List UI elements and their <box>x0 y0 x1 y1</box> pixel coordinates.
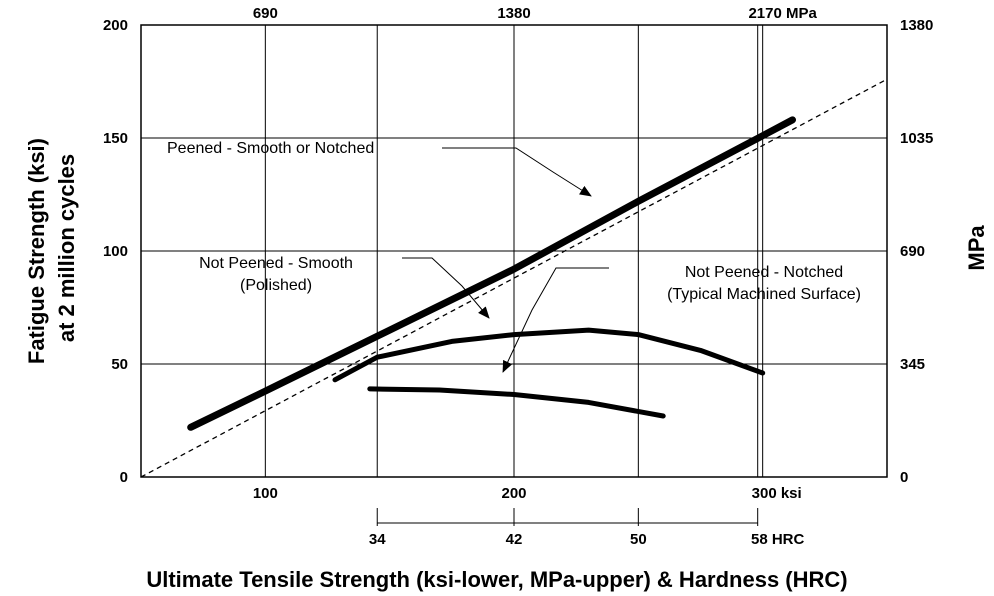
hrc-tick-label: 42 <box>506 531 523 548</box>
tick-labels: 0 50 100 150 200 0 345 690 1035 1380 100 200 300 ksi… <box>103 5 933 502</box>
annotation-text-3: Not Peened - Notched (Typical Machined Su… <box>667 264 861 303</box>
y-tick-label-left: 50 <box>111 356 128 373</box>
y-tick-label-right: 345 <box>900 356 925 373</box>
x-tick-label-bottom: 300 ksi <box>752 485 802 502</box>
annotation-line: Not Peened - Smooth <box>199 255 353 272</box>
series-line-2 <box>332 327 766 383</box>
plot-area-frame <box>140 24 888 478</box>
annotation-leader-1 <box>442 147 592 197</box>
annotation-leader-3 <box>502 267 609 373</box>
annotation-text-1: Peened - Smooth or Notched <box>167 140 374 157</box>
x-tick-label-top: 2170 MPa <box>748 5 817 22</box>
grid-lines <box>141 25 887 477</box>
y-tick-label-left: 200 <box>103 17 128 34</box>
reference-line-dashed <box>140 78 888 478</box>
x-tick-label-bottom: 100 <box>253 485 278 502</box>
y-tick-label-left: 100 <box>103 243 128 260</box>
y-axis-label-line-2: at 2 million cycles <box>54 154 79 342</box>
series-line-3 <box>367 386 666 419</box>
series-line-1 <box>187 116 796 431</box>
hrc-tick-label: 58 HRC <box>751 531 805 548</box>
y-tick-label-left: 150 <box>103 130 128 147</box>
hrc-scale: 34 42 50 58 HRC <box>369 508 805 548</box>
hrc-tick-label: 34 <box>369 531 386 548</box>
annotation-leader-2 <box>402 257 490 319</box>
y-tick-label-right: 690 <box>900 243 925 260</box>
hrc-tick-label: 50 <box>630 531 647 548</box>
y-tick-label-right: 0 <box>900 469 908 486</box>
annotation-line: Not Peened - Notched <box>685 264 843 281</box>
y-axis-label-left: Fatigue Strength (ksi) at 2 million cycl… <box>24 132 79 364</box>
annotation-line: Peened - Smooth or Notched <box>167 140 374 157</box>
annotation-text-2: Not Peened - Smooth (Polished) <box>199 255 353 294</box>
y-tick-label-right: 1035 <box>900 130 933 147</box>
x-tick-label-top: 1380 <box>497 5 530 22</box>
y-tick-label-left: 0 <box>120 469 128 486</box>
axis-labels: Fatigue Strength (ksi) at 2 million cycl… <box>24 132 989 592</box>
x-tick-label-top: 690 <box>253 5 278 22</box>
y-axis-label-line-1: Fatigue Strength (ksi) <box>24 138 49 364</box>
x-axis-label: Ultimate Tensile Strength (ksi-lower, MP… <box>146 567 847 592</box>
y-tick-label-right: 1380 <box>900 17 933 34</box>
data-series <box>140 78 888 478</box>
y-axis-label-right: MPa <box>964 225 989 271</box>
annotation-line: (Polished) <box>240 277 312 294</box>
x-tick-label-bottom: 200 <box>501 485 526 502</box>
annotations: Peened - Smooth or Notched Not Peened - S… <box>167 140 861 373</box>
annotation-line: (Typical Machined Surface) <box>667 286 861 303</box>
